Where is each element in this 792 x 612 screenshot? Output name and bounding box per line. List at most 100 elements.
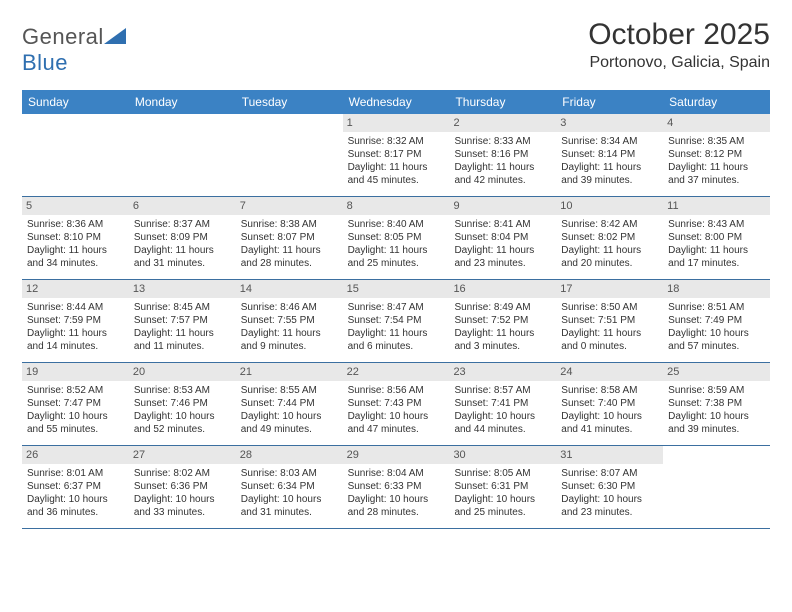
day-cell: 12 Sunrise: 8:44 AMSunset: 7:59 PMDayligh… <box>22 280 129 362</box>
daylight-line: Daylight: 10 hours and 41 minutes. <box>561 410 658 436</box>
day-cell: 23Sunrise: 8:57 AMSunset: 7:41 PMDayligh… <box>449 363 556 445</box>
sunrise-line: Sunrise: 8:07 AM <box>561 467 658 480</box>
sunset-line: Sunset: 8:07 PM <box>241 231 338 244</box>
daylight-line: Daylight: 10 hours and 28 minutes. <box>348 493 445 519</box>
day-number: 12 <box>22 280 129 298</box>
day-cell: 3Sunrise: 8:34 AMSunset: 8:14 PMDaylight… <box>556 114 663 196</box>
day-number: 13 <box>129 280 236 298</box>
logo-word-2: Blue <box>22 50 68 75</box>
day-cell: 7 Sunrise: 8:38 AMSunset: 8:07 PMDaylight… <box>236 197 343 279</box>
day-number: 3 <box>556 114 663 132</box>
location: Portonovo, Galicia, Spain <box>588 54 770 72</box>
sunset-line: Sunset: 7:40 PM <box>561 397 658 410</box>
day-number: 30 <box>449 446 556 464</box>
sunset-line: Sunset: 7:57 PM <box>134 314 231 327</box>
day-cell: 4Sunrise: 8:35 AMSunset: 8:12 PMDaylight… <box>663 114 770 196</box>
day-cell <box>663 446 770 528</box>
daylight-line: Daylight: 11 hours and 28 minutes. <box>241 244 338 270</box>
header: General Blue October 2025 Portonovo, Gal… <box>22 18 770 76</box>
day-cell: 9 Sunrise: 8:41 AMSunset: 8:04 PMDaylight… <box>449 197 556 279</box>
sunset-line: Sunset: 8:16 PM <box>454 148 551 161</box>
sunset-line: Sunset: 7:41 PM <box>454 397 551 410</box>
sunrise-line: Sunrise: 8:02 AM <box>134 467 231 480</box>
day-number: 9 <box>449 197 556 215</box>
sunset-line: Sunset: 8:05 PM <box>348 231 445 244</box>
day-number: 23 <box>449 363 556 381</box>
sunrise-line: Sunrise: 8:41 AM <box>454 218 551 231</box>
sunset-line: Sunset: 7:44 PM <box>241 397 338 410</box>
sunset-line: Sunset: 8:14 PM <box>561 148 658 161</box>
sunset-line: Sunset: 7:59 PM <box>27 314 124 327</box>
sunrise-line: Sunrise: 8:52 AM <box>27 384 124 397</box>
daylight-line: Daylight: 10 hours and 31 minutes. <box>241 493 338 519</box>
daylight-line: Daylight: 11 hours and 3 minutes. <box>454 327 551 353</box>
weekday-header: Sunday <box>22 90 129 114</box>
day-cell: 25Sunrise: 8:59 AMSunset: 7:38 PMDayligh… <box>663 363 770 445</box>
sunset-line: Sunset: 8:00 PM <box>668 231 765 244</box>
daylight-line: Daylight: 11 hours and 20 minutes. <box>561 244 658 270</box>
day-number: 7 <box>236 197 343 215</box>
week-row: 1Sunrise: 8:32 AMSunset: 8:17 PMDaylight… <box>22 114 770 197</box>
day-number: 18 <box>663 280 770 298</box>
day-cell: 30Sunrise: 8:05 AMSunset: 6:31 PMDayligh… <box>449 446 556 528</box>
week-row: 5Sunrise: 8:36 AMSunset: 8:10 PMDaylight… <box>22 197 770 280</box>
day-cell: 11Sunrise: 8:43 AMSunset: 8:00 PMDayligh… <box>663 197 770 279</box>
sunrise-line: Sunrise: 8:59 AM <box>668 384 765 397</box>
daylight-line: Daylight: 11 hours and 14 minutes. <box>27 327 124 353</box>
sunrise-line: Sunrise: 8:45 AM <box>134 301 231 314</box>
day-number: 17 <box>556 280 663 298</box>
day-cell <box>236 114 343 196</box>
daylight-line: Daylight: 10 hours and 23 minutes. <box>561 493 658 519</box>
logo-word-1: General <box>22 24 104 49</box>
day-number: 6 <box>129 197 236 215</box>
day-cell: 5Sunrise: 8:36 AMSunset: 8:10 PMDaylight… <box>22 197 129 279</box>
sunrise-line: Sunrise: 8:42 AM <box>561 218 658 231</box>
daylight-line: Daylight: 10 hours and 39 minutes. <box>668 410 765 436</box>
daylight-line: Daylight: 10 hours and 47 minutes. <box>348 410 445 436</box>
daylight-line: Daylight: 11 hours and 23 minutes. <box>454 244 551 270</box>
week-row: 12Sunrise: 8:44 AMSunset: 7:59 PMDayligh… <box>22 280 770 363</box>
sunset-line: Sunset: 6:31 PM <box>454 480 551 493</box>
day-number: 1 <box>343 114 450 132</box>
sunrise-line: Sunrise: 8:57 AM <box>454 384 551 397</box>
day-number: 2 <box>449 114 556 132</box>
day-cell: 8Sunrise: 8:40 AMSunset: 8:05 PMDaylight… <box>343 197 450 279</box>
weekday-header: Monday <box>129 90 236 114</box>
day-number: 21 <box>236 363 343 381</box>
day-number: 20 <box>129 363 236 381</box>
day-cell <box>22 114 129 196</box>
sunset-line: Sunset: 8:17 PM <box>348 148 445 161</box>
calendar: SundayMondayTuesdayWednesdayThursdayFrid… <box>22 90 770 529</box>
day-number: 26 <box>22 446 129 464</box>
weekday-header: Friday <box>556 90 663 114</box>
weekday-header: Wednesday <box>343 90 450 114</box>
day-number: 5 <box>22 197 129 215</box>
sunset-line: Sunset: 6:36 PM <box>134 480 231 493</box>
daylight-line: Daylight: 10 hours and 33 minutes. <box>134 493 231 519</box>
sunset-line: Sunset: 8:04 PM <box>454 231 551 244</box>
day-cell: 19 Sunrise: 8:52 AMSunset: 7:47 PMDayligh… <box>22 363 129 445</box>
daylight-line: Daylight: 11 hours and 17 minutes. <box>668 244 765 270</box>
daylight-line: Daylight: 10 hours and 36 minutes. <box>27 493 124 519</box>
sunrise-line: Sunrise: 8:40 AM <box>348 218 445 231</box>
sunset-line: Sunset: 7:47 PM <box>27 397 124 410</box>
logo-triangle-icon <box>104 28 126 44</box>
daylight-line: Daylight: 10 hours and 55 minutes. <box>27 410 124 436</box>
day-number: 24 <box>556 363 663 381</box>
sunset-line: Sunset: 7:55 PM <box>241 314 338 327</box>
sunrise-line: Sunrise: 8:05 AM <box>454 467 551 480</box>
sunset-line: Sunset: 7:46 PM <box>134 397 231 410</box>
sunrise-line: Sunrise: 8:04 AM <box>348 467 445 480</box>
sunrise-line: Sunrise: 8:35 AM <box>668 135 765 148</box>
sunrise-line: Sunrise: 8:34 AM <box>561 135 658 148</box>
sunrise-line: Sunrise: 8:44 AM <box>27 301 124 314</box>
daylight-line: Daylight: 10 hours and 57 minutes. <box>668 327 765 353</box>
weekday-header-row: SundayMondayTuesdayWednesdayThursdayFrid… <box>22 90 770 114</box>
day-number: 19 <box>22 363 129 381</box>
daylight-line: Daylight: 11 hours and 6 minutes. <box>348 327 445 353</box>
sunrise-line: Sunrise: 8:38 AM <box>241 218 338 231</box>
sunrise-line: Sunrise: 8:55 AM <box>241 384 338 397</box>
day-number: 11 <box>663 197 770 215</box>
day-number: 29 <box>343 446 450 464</box>
sunset-line: Sunset: 6:34 PM <box>241 480 338 493</box>
